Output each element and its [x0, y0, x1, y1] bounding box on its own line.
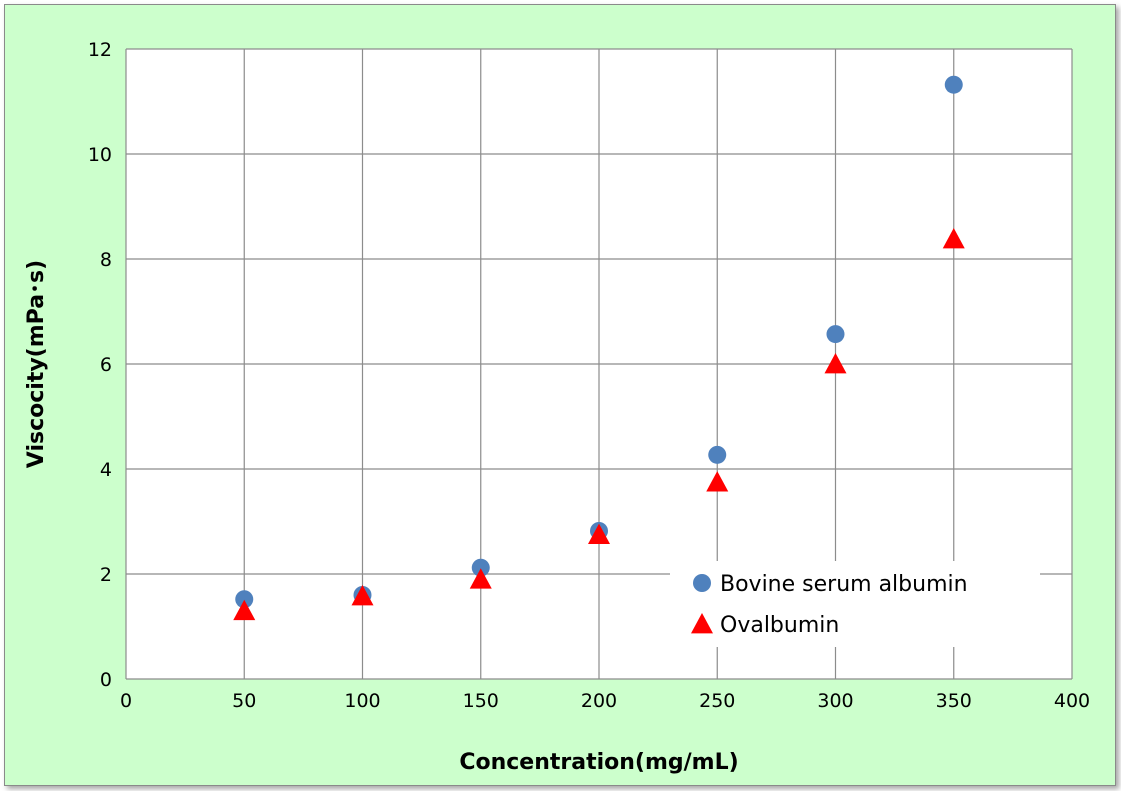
x-tick-label: 50 — [232, 690, 256, 712]
series-ovalbumin — [233, 228, 965, 621]
y-tick-label: 4 — [100, 459, 112, 481]
x-tick-label: 300 — [817, 690, 853, 712]
data-point-triangle — [469, 568, 492, 589]
data-point-triangle — [942, 228, 965, 249]
data-point-circle — [708, 445, 727, 464]
tick-labels: 0 50 100 150 200 250 300 350 400 0 2 4 6 8 10 12 — [88, 39, 1090, 712]
data-point-circle — [471, 558, 490, 577]
legend-label: Ovalbumin — [720, 613, 839, 638]
x-tick-label: 100 — [344, 690, 380, 712]
legend-circle-marker — [693, 574, 711, 592]
chart-svg: 0 50 100 150 200 250 300 350 400 0 2 4 6 8 10 12 Concen… — [5, 5, 1115, 785]
y-tick-label: 12 — [88, 39, 112, 61]
x-tick-label: 200 — [581, 690, 617, 712]
x-tick-label: 150 — [463, 690, 499, 712]
y-axis-title: Viscocity(mPa･s) — [24, 260, 49, 468]
y-tick-label: 0 — [100, 669, 112, 691]
x-tick-label: 0 — [120, 690, 132, 712]
legend-triangle-marker — [691, 613, 713, 634]
data-points — [233, 75, 965, 621]
x-tick-label: 250 — [699, 690, 735, 712]
data-point-circle — [944, 75, 963, 94]
y-tick-label: 10 — [88, 144, 112, 166]
data-point-triangle — [706, 471, 729, 492]
legend-item: Ovalbumin — [691, 613, 839, 638]
y-tick-label: 2 — [100, 564, 112, 586]
x-tick-label: 400 — [1054, 690, 1090, 712]
legend: Bovine serum albumin Ovalbumin — [670, 561, 1040, 647]
x-axis-title: Concentration(mg/mL) — [459, 750, 738, 775]
legend-background — [670, 561, 1040, 647]
y-tick-label: 6 — [100, 354, 112, 376]
data-point-circle — [826, 325, 845, 344]
legend-item: Bovine serum albumin — [693, 572, 968, 597]
x-tick-label: 350 — [936, 690, 972, 712]
chart-frame: 0 50 100 150 200 250 300 350 400 0 2 4 6 8 10 12 Concen… — [4, 4, 1116, 786]
data-point-triangle — [233, 599, 256, 621]
data-point-triangle — [351, 585, 374, 606]
data-point-triangle — [588, 523, 610, 544]
data-point-triangle — [824, 353, 847, 374]
data-point-circle — [235, 590, 254, 609]
y-tick-label: 8 — [100, 249, 112, 271]
legend-label: Bovine serum albumin — [720, 572, 968, 597]
